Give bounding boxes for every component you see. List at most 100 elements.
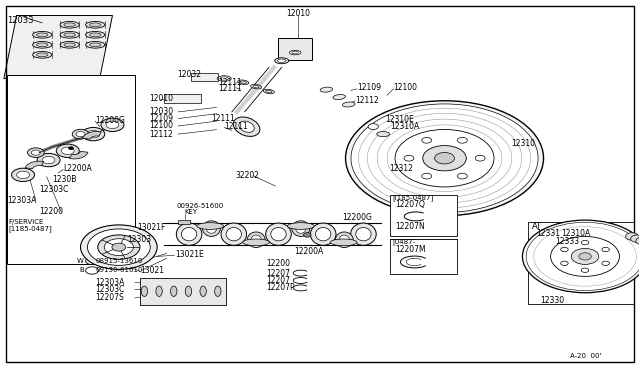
Text: 12207S: 12207S [95, 294, 124, 302]
Text: 12200A: 12200A [294, 247, 324, 256]
Circle shape [581, 240, 589, 245]
Text: AT: AT [532, 222, 542, 231]
Ellipse shape [90, 43, 101, 46]
Text: 12010: 12010 [149, 94, 173, 103]
Ellipse shape [243, 239, 269, 246]
Circle shape [101, 118, 124, 132]
Text: A-20  00': A-20 00' [570, 353, 601, 359]
Text: 08915-13610: 08915-13610 [95, 258, 143, 264]
Text: 12032: 12032 [177, 70, 201, 79]
Ellipse shape [333, 94, 346, 100]
Text: 12112: 12112 [355, 96, 379, 105]
Text: 12310A: 12310A [390, 122, 419, 131]
Bar [164, 94, 201, 103]
Circle shape [56, 144, 79, 157]
Text: 13021F: 13021F [138, 223, 166, 232]
Ellipse shape [36, 43, 48, 46]
Circle shape [435, 153, 454, 164]
Circle shape [351, 104, 538, 212]
Circle shape [12, 168, 35, 182]
Ellipse shape [342, 102, 355, 107]
Text: 12303C: 12303C [95, 285, 125, 294]
Text: 12200G: 12200G [342, 213, 372, 222]
Circle shape [346, 101, 543, 216]
Text: 12200: 12200 [266, 259, 290, 268]
Text: 12330: 12330 [540, 296, 564, 305]
Text: 12111: 12111 [224, 122, 248, 131]
Ellipse shape [141, 286, 148, 296]
Ellipse shape [64, 23, 76, 27]
Ellipse shape [316, 228, 331, 241]
Ellipse shape [36, 33, 48, 37]
Circle shape [404, 155, 414, 161]
Circle shape [561, 247, 568, 252]
Circle shape [81, 225, 157, 269]
Circle shape [303, 233, 311, 237]
Text: 12200: 12200 [39, 208, 63, 217]
Circle shape [522, 220, 640, 293]
Ellipse shape [278, 59, 286, 62]
Circle shape [88, 229, 150, 265]
Ellipse shape [335, 232, 353, 247]
Circle shape [98, 235, 140, 259]
Circle shape [112, 243, 125, 251]
Bar [278, 38, 312, 60]
Bar [528, 222, 634, 304]
Circle shape [422, 173, 431, 179]
Text: 12111: 12111 [218, 84, 241, 93]
Text: 12200G: 12200G [95, 116, 125, 125]
Circle shape [572, 248, 599, 264]
Text: 12100: 12100 [149, 122, 173, 131]
Ellipse shape [176, 223, 202, 245]
Text: 12100: 12100 [394, 83, 417, 92]
Circle shape [422, 137, 431, 143]
Polygon shape [4, 16, 113, 78]
Ellipse shape [86, 32, 105, 38]
Ellipse shape [266, 223, 291, 245]
Bar [140, 278, 226, 305]
Wedge shape [69, 151, 88, 159]
Ellipse shape [60, 22, 79, 28]
Circle shape [458, 173, 467, 179]
Ellipse shape [181, 228, 196, 241]
Circle shape [37, 153, 60, 167]
Text: 00926-51600: 00926-51600 [177, 203, 224, 209]
Circle shape [630, 235, 640, 243]
Text: [0487-: [0487- [393, 238, 416, 245]
Ellipse shape [287, 223, 314, 230]
Circle shape [636, 237, 640, 245]
Bar [178, 220, 189, 224]
Ellipse shape [296, 224, 306, 233]
Ellipse shape [86, 22, 105, 28]
Ellipse shape [271, 228, 286, 241]
Circle shape [17, 171, 29, 179]
Text: 12310E: 12310E [385, 115, 414, 124]
Wedge shape [83, 132, 101, 139]
Text: 12033: 12033 [7, 16, 33, 25]
Text: 13021: 13021 [140, 266, 164, 275]
Circle shape [458, 137, 467, 143]
Text: W: W [77, 258, 84, 264]
Text: 12207: 12207 [266, 269, 290, 278]
Text: 13021E: 13021E [175, 250, 204, 259]
Text: L2200A: L2200A [63, 164, 92, 173]
Ellipse shape [339, 235, 349, 244]
Text: 32202: 32202 [236, 171, 260, 180]
Circle shape [581, 268, 589, 272]
Ellipse shape [60, 41, 79, 48]
Text: 12303: 12303 [127, 235, 151, 244]
Text: 12109: 12109 [149, 114, 173, 123]
Bar [191, 73, 218, 81]
Text: 12207N: 12207N [396, 221, 425, 231]
Text: 12207Q: 12207Q [396, 200, 425, 209]
Circle shape [526, 222, 640, 291]
Circle shape [61, 147, 74, 154]
Wedge shape [25, 161, 44, 169]
Circle shape [86, 257, 99, 264]
Text: 12333: 12333 [555, 237, 579, 246]
Text: 12111: 12111 [218, 78, 241, 87]
Ellipse shape [33, 51, 52, 58]
Text: 12207M: 12207M [396, 244, 426, 253]
Text: 12303A: 12303A [95, 278, 125, 287]
Ellipse shape [356, 228, 371, 241]
